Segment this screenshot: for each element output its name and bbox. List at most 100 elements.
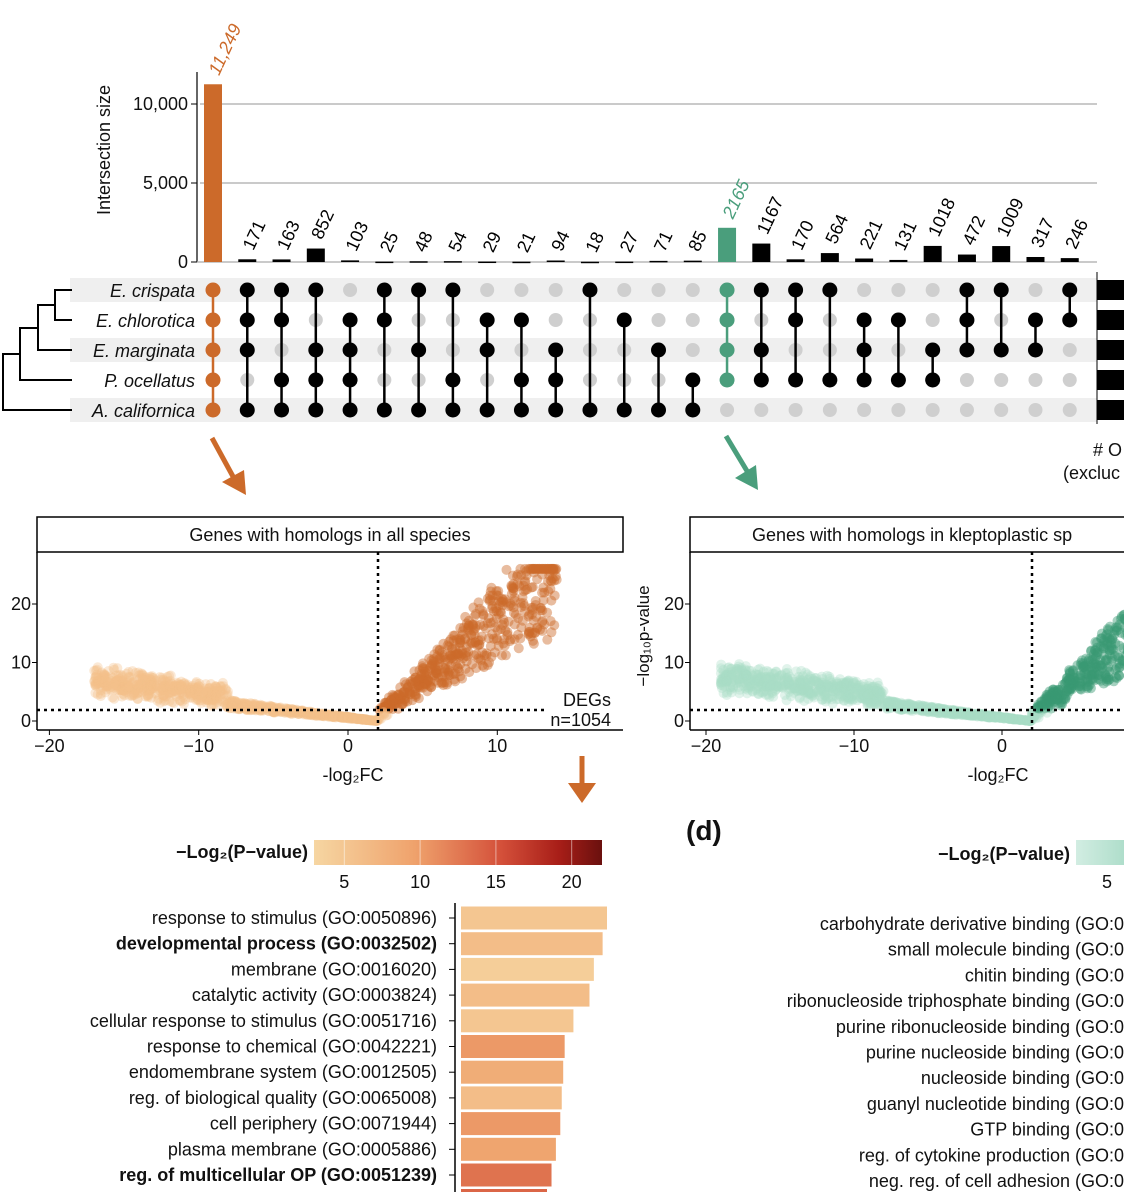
data-point — [162, 684, 173, 695]
data-point — [525, 631, 536, 642]
data-point — [513, 643, 524, 654]
data-point — [890, 700, 901, 711]
inactive-dot — [651, 313, 666, 327]
x-tick-label: 10 — [487, 736, 507, 756]
data-point — [791, 681, 802, 692]
go-enrichment-all-species: −Log₂(P−value) 5 10 15 20 response to stimu… — [90, 840, 607, 1192]
data-point — [762, 673, 773, 684]
data-point — [90, 687, 101, 698]
volcano-y-label: −log₁₀p-value — [634, 585, 653, 686]
data-point — [941, 704, 952, 715]
data-point — [390, 692, 401, 703]
data-point — [757, 687, 768, 698]
data-point — [397, 698, 408, 709]
data-point — [1053, 693, 1064, 704]
data-point — [255, 699, 266, 710]
data-point — [871, 697, 882, 708]
data-point — [203, 693, 214, 704]
data-point — [417, 663, 428, 674]
data-point — [720, 675, 731, 686]
y-tick-label: 10 — [664, 653, 684, 673]
data-point — [771, 673, 782, 684]
data-point — [1053, 684, 1064, 695]
data-point — [128, 688, 139, 699]
data-point — [454, 666, 465, 677]
data-point — [124, 675, 135, 686]
data-point — [885, 700, 896, 711]
data-point — [493, 590, 504, 601]
data-point — [824, 692, 835, 703]
data-point — [905, 704, 916, 715]
data-point — [1056, 694, 1067, 705]
data-point — [383, 698, 394, 709]
data-point — [211, 699, 222, 710]
colorbar-tick-label: 5 — [1102, 872, 1112, 892]
data-point — [883, 698, 894, 709]
data-point — [113, 670, 124, 681]
data-point — [366, 715, 377, 726]
data-point — [400, 696, 411, 707]
data-point — [726, 666, 737, 677]
data-point — [549, 620, 560, 631]
data-point — [451, 649, 462, 660]
data-point — [855, 685, 866, 696]
inactive-dot — [548, 283, 563, 297]
inactive-dot — [617, 283, 632, 297]
data-point — [799, 682, 810, 693]
data-point — [858, 681, 869, 692]
data-point — [800, 678, 811, 689]
data-point — [192, 682, 203, 693]
data-point — [394, 690, 405, 701]
data-point — [224, 696, 235, 707]
data-point — [187, 680, 198, 691]
data-point — [174, 684, 185, 695]
data-point — [125, 672, 136, 683]
data-point — [437, 671, 448, 682]
data-point — [530, 563, 541, 574]
data-point — [208, 695, 219, 706]
data-point — [977, 709, 988, 720]
data-point — [186, 687, 197, 698]
upset-y-axis-label: Intersection size — [94, 85, 114, 215]
data-point — [968, 710, 979, 721]
data-point — [348, 712, 359, 723]
data-point — [348, 713, 359, 724]
data-point — [189, 688, 200, 699]
data-point — [371, 715, 382, 726]
data-point — [908, 703, 919, 714]
data-point — [802, 674, 813, 685]
data-point — [1068, 673, 1079, 684]
data-point — [1110, 664, 1121, 675]
data-point — [163, 688, 174, 699]
bar-value-label: 246 — [1061, 216, 1092, 252]
data-point — [812, 686, 823, 697]
data-point — [1003, 713, 1014, 724]
data-point — [476, 631, 487, 642]
data-point — [318, 711, 329, 722]
data-point — [448, 635, 459, 646]
data-point — [846, 683, 857, 694]
data-point — [190, 686, 201, 697]
data-point — [132, 684, 143, 695]
data-point — [506, 580, 517, 591]
data-point — [508, 583, 519, 594]
data-point — [896, 699, 907, 710]
data-point — [415, 680, 426, 691]
data-point — [852, 682, 863, 693]
data-point — [848, 688, 859, 699]
data-point — [1093, 674, 1104, 685]
data-point — [1057, 690, 1068, 701]
data-point — [1010, 714, 1021, 725]
data-point — [1003, 713, 1014, 724]
data-point — [464, 667, 475, 678]
data-point — [466, 629, 477, 640]
data-point — [434, 645, 445, 656]
data-point — [470, 637, 481, 648]
data-point — [439, 677, 450, 688]
data-point — [1010, 714, 1021, 725]
data-point — [1006, 713, 1017, 724]
data-point — [507, 582, 518, 593]
data-point — [505, 634, 516, 645]
data-point — [1114, 640, 1124, 651]
data-point — [1063, 677, 1074, 688]
